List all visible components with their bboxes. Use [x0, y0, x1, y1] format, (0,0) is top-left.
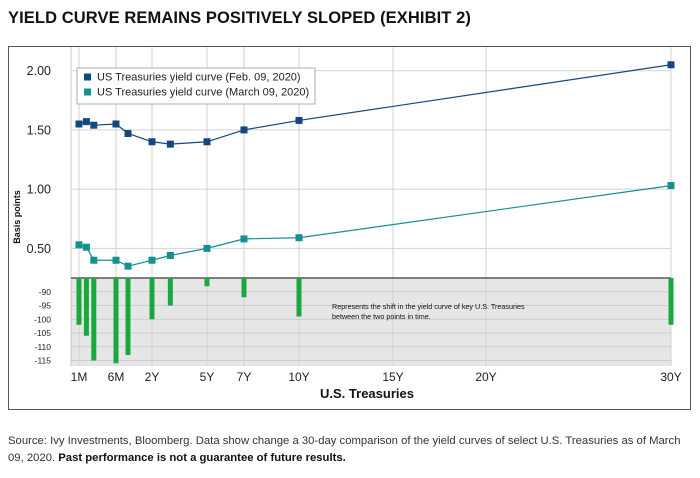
y-tick-label: 1.00 — [27, 183, 51, 197]
series-marker — [203, 244, 211, 252]
series-marker — [124, 129, 132, 137]
shift-bar — [76, 278, 82, 325]
chart-title: YIELD CURVE REMAINS POSITIVELY SLOPED (E… — [8, 9, 472, 27]
shift-panel-background — [71, 278, 671, 366]
shift-y-tick-label: -115 — [35, 356, 52, 366]
x-tick-label: 30Y — [660, 370, 681, 384]
shift-bar — [668, 278, 674, 325]
series-marker — [75, 241, 83, 249]
series-marker — [667, 182, 675, 190]
shift-bar — [167, 278, 173, 306]
shift-y-tick-label: -90 — [39, 287, 52, 297]
series-marker — [166, 251, 174, 259]
series-marker — [295, 234, 303, 242]
shift-bar — [204, 278, 210, 287]
y-axis-title: Basis points — [12, 190, 22, 244]
source-text: Source: Ivy Investments, Bloomberg. Data… — [8, 435, 681, 464]
series-marker — [240, 235, 248, 243]
legend-box — [76, 67, 316, 105]
legend-label: US Treasuries yield curve (March 09, 202… — [97, 87, 309, 99]
series-marker — [667, 61, 675, 69]
series-marker — [295, 116, 303, 124]
x-tick-label: 10Y — [288, 370, 309, 384]
series-marker — [148, 138, 156, 146]
series-marker — [112, 256, 120, 264]
chart-frame: 0.50 1.00 1.50 2.00 -90 -95 -100 -105 -110 -115 Re… — [8, 46, 691, 410]
shift-annotation: between the two points in time. — [332, 312, 431, 321]
series-marker — [90, 121, 98, 129]
source-disclaimer: Past performance is not a guarantee of f… — [58, 452, 346, 464]
series-marker — [166, 140, 174, 148]
shift-bar — [296, 278, 302, 317]
shift-bar — [125, 278, 131, 355]
legend-swatch — [84, 73, 91, 81]
series-marker — [148, 256, 156, 264]
x-axis-title: U.S. Treasuries — [320, 386, 414, 401]
shift-y-tick-label: -100 — [34, 314, 51, 324]
series-marker — [124, 262, 132, 270]
x-tick-label: 15Y — [382, 370, 403, 384]
legend-label: US Treasuries yield curve (Feb. 09, 2020… — [97, 72, 301, 84]
series-marker — [90, 256, 98, 264]
y-tick-label: 1.50 — [27, 123, 51, 137]
source-note: Source: Ivy Investments, Bloomberg. Data… — [8, 433, 693, 467]
x-tick-label: 2Y — [145, 370, 160, 384]
x-tick-label: 20Y — [475, 370, 496, 384]
shift-y-tick-label: -105 — [34, 328, 51, 338]
series-marker — [75, 120, 83, 128]
yield-curve-chart: 0.50 1.00 1.50 2.00 -90 -95 -100 -105 -110 -115 Re… — [12, 47, 682, 401]
shift-bar — [83, 278, 89, 336]
series-marker — [112, 120, 120, 128]
series-marker — [240, 126, 248, 134]
shift-bar — [149, 278, 155, 320]
series-marker — [82, 243, 90, 251]
series-marker — [203, 138, 211, 146]
x-tick-label: 7Y — [237, 370, 252, 384]
shift-y-tick-label: -110 — [35, 342, 52, 352]
x-tick-label: 1M — [71, 370, 88, 384]
legend-swatch — [84, 88, 91, 96]
shift-bar — [241, 278, 247, 298]
y-tick-label: 0.50 — [27, 242, 51, 256]
x-tick-label: 6M — [108, 370, 125, 384]
shift-bar — [91, 278, 97, 361]
shift-bar — [113, 278, 119, 364]
x-tick-label: 5Y — [200, 370, 215, 384]
shift-annotation: Represents the shift in the yield curve … — [332, 302, 525, 311]
series-marker — [82, 118, 90, 126]
y-tick-label: 2.00 — [27, 64, 51, 78]
shift-y-tick-label: -95 — [39, 301, 52, 311]
